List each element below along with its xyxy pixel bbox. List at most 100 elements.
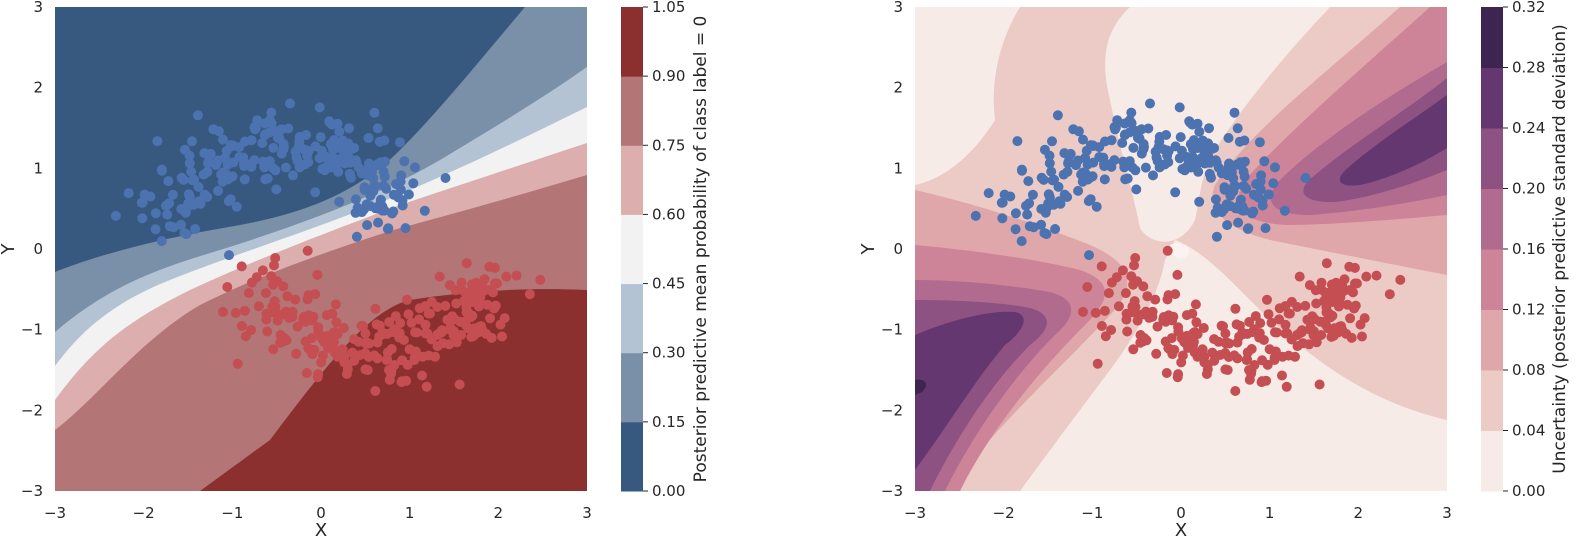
colorbar-segment <box>621 76 643 146</box>
scatter-point-class-0 <box>1078 134 1088 145</box>
scatter-point-class-1 <box>1150 294 1161 305</box>
x-tick-label: −3 <box>904 504 926 522</box>
scatter-point-class-0 <box>440 173 451 183</box>
scatter-point-class-1 <box>269 260 279 271</box>
scatter-point-class-0 <box>1238 166 1249 177</box>
scatter-point-class-1 <box>330 299 341 310</box>
scatter-point-class-1 <box>1207 347 1218 358</box>
scatter-point-class-1 <box>1333 301 1344 312</box>
scatter-point-class-0 <box>1049 174 1060 185</box>
x-axis-label: X <box>315 520 327 540</box>
scatter-point-class-0 <box>1063 158 1074 169</box>
scatter-point-class-1 <box>1263 309 1274 320</box>
scatter-point-class-1 <box>1215 350 1226 360</box>
scatter-point-class-0 <box>270 165 281 176</box>
scatter-point-class-0 <box>375 157 386 168</box>
contour-band-0.24-0.28 <box>915 311 1024 470</box>
scatter-point-class-0 <box>361 199 372 210</box>
scatter-point-class-0 <box>314 102 325 113</box>
scatter-point-class-0 <box>228 141 239 151</box>
scatter-point-class-1 <box>1341 328 1352 339</box>
y-tick-label: −2 <box>21 401 43 419</box>
scatter-point-class-0 <box>353 162 364 173</box>
contour-band-0.00-0.04 <box>915 7 1020 185</box>
colorbar-segment <box>621 421 643 492</box>
scatter-point-class-0 <box>1023 176 1034 187</box>
scatter-point-class-0 <box>1124 127 1135 138</box>
y-tick-label: 3 <box>33 0 43 16</box>
scatter-point-class-1 <box>1106 325 1117 335</box>
scatter-point-class-0 <box>1046 166 1057 177</box>
scatter-point-class-1 <box>1188 340 1198 351</box>
scatter-point-class-0 <box>1170 187 1181 198</box>
scatter-point-class-1 <box>1130 253 1141 263</box>
scatter-point-class-0 <box>1205 157 1215 168</box>
scatter-point-class-1 <box>488 287 498 298</box>
scatter-point-class-0 <box>345 157 355 168</box>
scatter-point-class-0 <box>1238 180 1249 191</box>
scatter-point-class-1 <box>356 320 367 331</box>
colorbar-tick-label: 1.05 <box>652 0 685 16</box>
colorbar-segment <box>621 352 643 423</box>
scatter-point-class-1 <box>1286 296 1297 307</box>
scatter-point-class-1 <box>260 288 271 299</box>
scatter-point-class-0 <box>299 159 310 170</box>
colorbar-tick-label: 0.24 <box>1512 119 1545 137</box>
scatter-point-class-0 <box>223 196 234 207</box>
scatter-point-class-1 <box>535 274 546 285</box>
scatter-point-class-1 <box>257 265 268 276</box>
scatter-point-class-1 <box>261 314 272 325</box>
scatter-point-class-1 <box>1158 312 1169 322</box>
colorbar-segment <box>621 7 643 77</box>
scatter-point-class-1 <box>511 270 522 281</box>
scatter-point-class-1 <box>1147 311 1158 322</box>
scatter-point-class-0 <box>1021 200 1031 211</box>
scatter-point-class-1 <box>426 296 437 307</box>
colorbar-segment <box>1481 309 1503 371</box>
scatter-point-class-1 <box>409 355 420 365</box>
y-tick-label: 1 <box>893 159 903 177</box>
scatter-point-class-0 <box>301 130 312 140</box>
scatter-point-class-1 <box>1082 282 1093 292</box>
scatter-point-class-1 <box>1209 334 1220 345</box>
scatter-point-class-0 <box>399 156 410 167</box>
scatter-point-class-0 <box>137 213 148 224</box>
scatter-point-class-1 <box>1302 314 1313 325</box>
scatter-point-class-0 <box>1255 176 1266 187</box>
scatter-point-class-0 <box>999 189 1010 200</box>
x-tick-label: −2 <box>993 504 1015 522</box>
scatter-point-class-0 <box>1229 107 1240 118</box>
scatter-point-class-1 <box>1161 368 1172 378</box>
scatter-point-class-0 <box>1038 174 1049 185</box>
scatter-point-class-1 <box>1202 359 1213 370</box>
scatter-point-class-0 <box>359 182 370 193</box>
x-tick-label: −2 <box>133 504 155 522</box>
colorbar: 0.00 0.15 0.30 0.45 0.60 0.75 0.90 1.05 <box>621 0 685 500</box>
scatter-point-class-0 <box>1211 231 1222 242</box>
scatter-point-class-0 <box>1084 250 1094 261</box>
scatter-point-class-1 <box>272 276 283 287</box>
scatter-point-class-0 <box>1154 136 1165 147</box>
scatter-point-class-0 <box>1110 122 1121 133</box>
scatter-point-class-1 <box>327 308 338 319</box>
scatter-point-class-1 <box>1117 265 1128 276</box>
scatter-point-class-1 <box>442 314 453 325</box>
scatter-point-class-1 <box>473 327 484 338</box>
scatter-point-class-0 <box>1126 107 1137 118</box>
scatter-point-class-0 <box>1150 146 1161 157</box>
scatter-point-class-1 <box>287 311 298 322</box>
scatter-point-class-0 <box>213 155 223 166</box>
scatter-point-class-0 <box>1181 151 1192 162</box>
scatter-point-class-0 <box>184 150 195 161</box>
y-axis-label: Y <box>858 243 879 256</box>
scatter-point-class-0 <box>1043 189 1054 200</box>
scatter-point-class-0 <box>1235 157 1246 168</box>
scatter-point-class-1 <box>1261 375 1272 386</box>
scatter-point-class-0 <box>394 137 405 148</box>
scatter-point-class-0 <box>1223 133 1234 143</box>
scatter-point-class-0 <box>1221 167 1232 178</box>
scatter-point-class-0 <box>352 202 363 213</box>
scatter-point-class-0 <box>1126 118 1137 129</box>
scatter-point-class-0 <box>1300 173 1311 183</box>
scatter-point-class-1 <box>1164 344 1175 355</box>
